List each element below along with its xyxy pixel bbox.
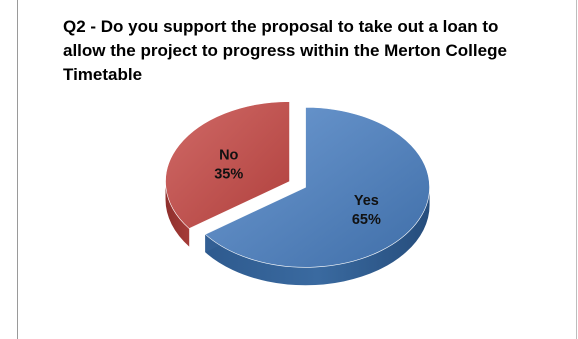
pie-side-no	[165, 181, 190, 247]
pie-slice-no	[165, 101, 290, 229]
data-label-percent-no: 35%	[214, 167, 243, 183]
pie-slice-yes	[204, 106, 430, 268]
data-label-category-no: No	[219, 148, 238, 164]
pie-side-yes	[205, 187, 430, 286]
chart-title: Q2 - Do you support the proposal to take…	[63, 17, 507, 84]
data-label-category-yes: Yes	[354, 193, 379, 209]
data-label-percent-yes: 65%	[352, 212, 381, 228]
